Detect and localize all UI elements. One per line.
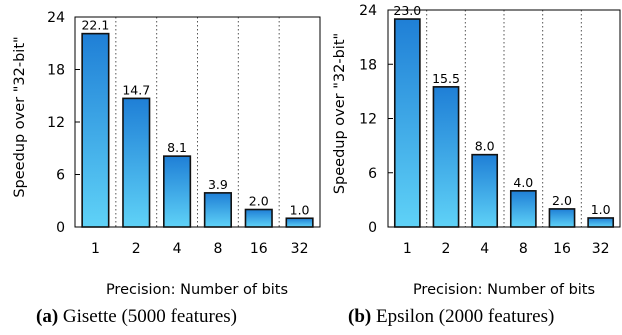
x-tick-label: 1	[403, 241, 412, 257]
bar	[203, 192, 232, 228]
bar	[285, 217, 314, 228]
y-tick-label: 24	[47, 10, 65, 26]
y-axis-label: Speedup over "32-bit"	[12, 36, 28, 197]
y-tick-label: 0	[368, 220, 377, 236]
bar	[122, 97, 151, 228]
bar	[432, 86, 460, 228]
caption-letter: (a)	[36, 306, 59, 327]
bar-value-label: 1.0	[290, 202, 310, 217]
bar-value-label: 1.0	[591, 202, 611, 217]
x-tick-label: 16	[553, 241, 571, 257]
y-tick-label: 18	[359, 57, 377, 73]
chart-gisette: 0 6 12 18 24 22.1 1 14.7 2 8.1 4 3.9 8 2.0 16 1.0 32 Spee…	[12, 10, 321, 298]
bar-value-label: 22.1	[81, 18, 109, 33]
bar	[81, 32, 110, 228]
bar-value-label: 14.7	[122, 82, 150, 97]
y-tick-label: 18	[47, 63, 65, 79]
x-tick-label: 8	[213, 241, 222, 257]
y-tick-label: 6	[56, 168, 65, 184]
x-tick-label: 32	[291, 241, 309, 257]
x-tick-label: 2	[132, 241, 141, 257]
bar-value-label: 8.1	[167, 140, 187, 155]
bar	[471, 153, 499, 228]
bar-value-label: 2.0	[249, 194, 269, 209]
bar	[393, 18, 421, 228]
y-tick-label: 12	[47, 115, 65, 131]
x-tick-label: 4	[480, 241, 489, 257]
bar-value-label: 8.0	[475, 139, 495, 154]
bar	[548, 208, 576, 228]
caption-gisette: (a) Gisette (5000 features)	[36, 306, 237, 328]
y-tick-label: 12	[359, 112, 377, 128]
bar-value-label: 4.0	[513, 175, 533, 190]
x-tick-label: 8	[519, 241, 528, 257]
x-tick-label: 2	[442, 241, 451, 257]
x-axis-label: Precision: Number of bits	[413, 282, 595, 298]
bar-value-label: 15.5	[432, 71, 460, 86]
bar-value-label: 23.0	[393, 3, 421, 18]
y-axis-label: Speedup over "32-bit"	[332, 33, 348, 194]
caption-letter: (b)	[348, 306, 372, 327]
bar-value-label: 3.9	[208, 177, 228, 192]
bar	[509, 190, 537, 228]
bar	[244, 208, 273, 228]
x-tick-label: 16	[250, 241, 268, 257]
x-axis-label: Precision: Number of bits	[106, 282, 288, 298]
bar-value-label: 2.0	[552, 193, 572, 208]
bar	[163, 155, 192, 228]
caption-text: Epsilon (2000 features)	[375, 306, 555, 327]
bar	[587, 217, 615, 228]
caption-text: Gisette (5000 features)	[62, 306, 238, 327]
y-tick-label: 24	[359, 3, 377, 19]
y-tick-label: 0	[56, 220, 65, 236]
chart-epsilon: 0 6 12 18 24 23.0 1 15.5 2 8.0 4 4.0 8 2.0 16 1.0 32 Spee…	[332, 3, 621, 298]
x-tick-label: 1	[91, 241, 100, 257]
x-tick-label: 32	[592, 241, 610, 257]
y-tick-label: 6	[368, 166, 377, 182]
caption-epsilon: (b) Epsilon (2000 features)	[348, 306, 554, 328]
x-tick-label: 4	[173, 241, 182, 257]
